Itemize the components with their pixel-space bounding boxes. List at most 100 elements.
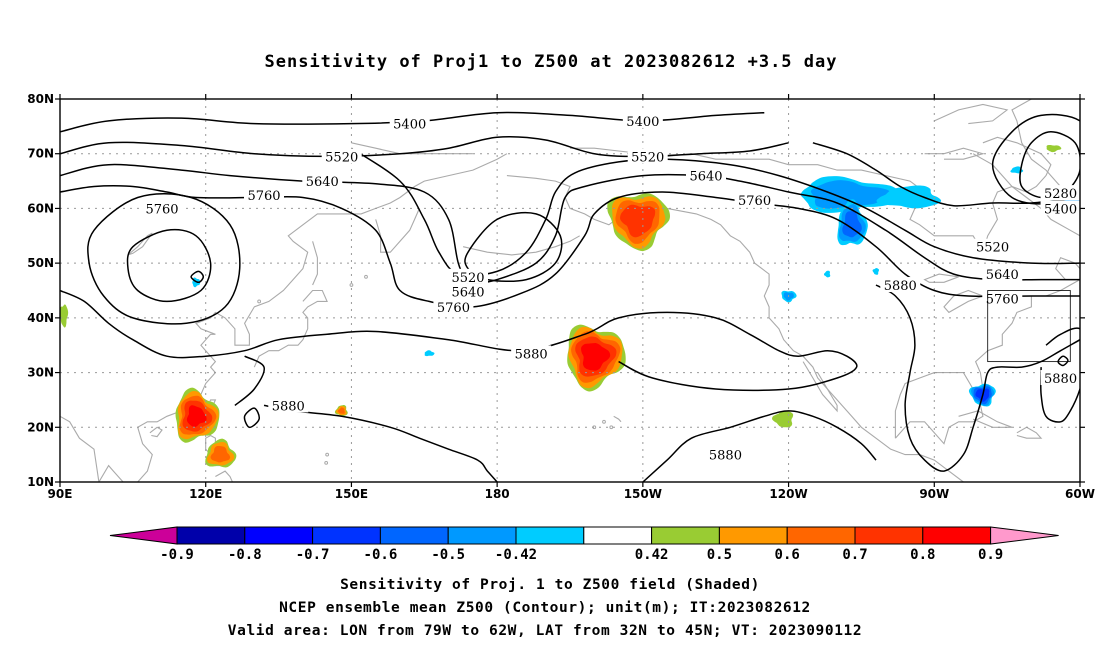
colorbar-swatch-8	[718, 526, 788, 545]
contour-low-west-inner	[190, 270, 205, 284]
contour-label-bg-5	[686, 167, 726, 183]
shade-blob-10-level-0	[876, 185, 942, 209]
caption-line-2: NCEP ensemble mean Z500 (Contour); unit(…	[279, 600, 811, 616]
latitude-axis: 80N 70N 60N 50N 40N 30N 20N 10N	[27, 92, 1085, 489]
contour-label-0: 5400	[393, 118, 426, 133]
island-2	[275, 494, 278, 497]
colorbar-label-11: 0.9	[978, 547, 1003, 563]
coastline-us-east	[974, 279, 1080, 398]
shade-blob-5-level-0	[772, 410, 794, 428]
contour-label-bg-8	[734, 192, 775, 208]
coastline-japan	[253, 289, 328, 368]
coastline-borneo	[152, 498, 201, 525]
contour-5880-box-small	[1057, 355, 1069, 367]
colorbar-label-8: 0.6	[775, 547, 800, 563]
caption-line-1: Sensitivity of Proj. 1 to Z500 field (Sh…	[340, 577, 760, 593]
contour-label-20: 5640	[986, 268, 1019, 283]
island-10	[609, 425, 614, 430]
lon-tick-label-0: 90E	[48, 487, 73, 501]
contour-label-17: 5280	[1044, 187, 1077, 202]
coastline-hawaii	[613, 415, 622, 423]
contour-label-4: 5640	[306, 175, 339, 190]
lon-tick-label-6: 90W	[919, 487, 949, 501]
contour-label-bg-10	[448, 283, 488, 299]
contour-label-bg-4	[302, 173, 343, 189]
coastline-hainan	[149, 426, 163, 438]
shade-blob-7-level-0	[1046, 145, 1062, 153]
shade-blob-6-level-0	[60, 304, 69, 328]
colorbar-swatch-4	[447, 526, 517, 545]
colorbar-arrow-right	[990, 526, 1059, 545]
colorbar-label-0: -0.9	[160, 547, 194, 563]
colorbar-label-1: -0.8	[228, 547, 262, 563]
island-0	[325, 452, 330, 457]
shade-blob-2-level-4	[186, 405, 207, 428]
contour-label-5: 5640	[689, 170, 722, 185]
contour-low-east-5280	[1019, 131, 1080, 199]
coastline-alaska	[506, 175, 964, 482]
coastline-lake-baikal	[127, 232, 153, 256]
colorbar-swatch-1	[244, 526, 314, 545]
shade-blob-15-level-0	[424, 350, 435, 357]
lat-tick-label-4: 40N	[27, 311, 54, 325]
contour-label-bg-0	[389, 115, 430, 131]
contour-label-2: 5520	[325, 150, 358, 165]
contour-label-bg-20	[982, 266, 1023, 282]
island-6	[433, 486, 436, 489]
contour-label-15: 5880	[709, 449, 742, 464]
colorbar-swatch-2	[312, 526, 381, 545]
colorbar-swatch-11	[922, 526, 992, 545]
colorbar-swatch-6	[583, 526, 653, 545]
contour-5880-subtrop	[234, 355, 265, 406]
contour-label-12: 5880	[515, 347, 548, 362]
colorbar-swatch-0	[176, 526, 246, 545]
contour-label-11: 5760	[437, 301, 470, 316]
contour-label-bg-19	[972, 238, 1013, 254]
contour-label-bg-18	[1040, 200, 1080, 216]
island-5	[389, 497, 392, 500]
contour-label-bg-14	[268, 397, 309, 413]
contour-5520-south	[350, 147, 1080, 277]
contour-5400-east	[812, 142, 1080, 207]
shade-blob-4-level-2	[337, 407, 345, 414]
lat-tick-label-6: 20N	[27, 420, 54, 434]
contour-low-west-5760	[87, 192, 241, 325]
colorbar-label-9: 0.7	[842, 547, 867, 563]
colorbar-swatch-10	[854, 526, 924, 545]
contour-label-bg-16	[1040, 370, 1080, 386]
contour-label-bg-1	[622, 112, 663, 128]
contour-label-19: 5520	[976, 241, 1009, 256]
coastline-east-asia	[60, 153, 508, 482]
contour-low-east-5400	[991, 113, 1080, 205]
shade-blob-3-level-2	[210, 445, 231, 463]
coastline-cuba	[958, 410, 1013, 428]
island-12	[349, 283, 354, 287]
contour-label-6: 5760	[247, 189, 280, 204]
lat-tick-label-2: 60N	[27, 201, 54, 215]
shade-blob-9-level-2	[842, 211, 862, 238]
figure-title: Sensitivity of Proj1 to Z500 at 20230826…	[265, 52, 838, 72]
island-1	[324, 460, 329, 465]
coastline-ellesmere	[934, 103, 1009, 125]
colorbar-swatch-5	[515, 526, 585, 545]
coastline-hudson-islands	[924, 147, 985, 160]
contour-label-bg-11	[433, 298, 474, 314]
contour-label-bg-6	[244, 186, 284, 202]
colorbar-swatch-7	[651, 526, 720, 545]
map-frame	[59, 98, 1081, 483]
coastline-baja	[802, 361, 838, 413]
contour-label-14: 5880	[272, 399, 305, 414]
contour-label-3: 5520	[631, 150, 664, 165]
colorbar-label-2: -0.7	[296, 547, 330, 563]
contour-label-bg-12	[511, 345, 552, 361]
sensitivity-shading	[60, 145, 1080, 468]
colorbar-label-4: -0.5	[431, 547, 465, 563]
contour-5880-atl	[875, 284, 1080, 472]
island-3	[292, 483, 295, 486]
contour-label-1: 5400	[626, 115, 659, 130]
coastline-hispaniola	[1016, 426, 1043, 439]
lon-tick-label-5: 120W	[769, 487, 807, 501]
